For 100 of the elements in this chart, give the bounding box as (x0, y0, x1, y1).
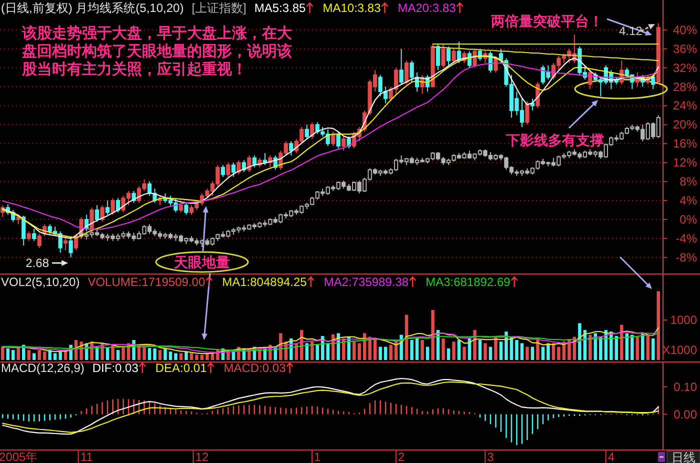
y-tick-label: 4% (680, 194, 698, 208)
bar (599, 336, 602, 360)
candlestick (178, 202, 184, 213)
candlestick (16, 214, 20, 225)
bar (457, 340, 461, 360)
bar (462, 346, 466, 360)
y-tick-label: -8% (676, 250, 698, 264)
bar (484, 343, 487, 360)
bar (184, 352, 188, 360)
bar (58, 352, 62, 360)
chart-title: VOL2(5,10,20) (1, 275, 80, 289)
bar (473, 330, 476, 360)
candlestick (231, 162, 236, 178)
chart-title: (日线,前复权) 月均线系统(5,10,20) (1, 1, 184, 15)
candlestick (394, 67, 398, 94)
y-tick-label: 12% (672, 156, 698, 170)
text: MA20:3.83 (398, 1, 456, 15)
bar (6, 348, 10, 360)
candlestick (110, 198, 115, 216)
candlestick (656, 22, 660, 85)
bar (478, 340, 482, 360)
candlestick (331, 131, 336, 147)
candlestick (252, 154, 257, 168)
bar (546, 343, 550, 360)
candlestick (441, 44, 446, 68)
chart-title: MACD(12,26,9) (1, 361, 84, 375)
y-axis-title: X1000 (662, 343, 698, 357)
candlestick (342, 136, 346, 152)
bar (368, 336, 372, 360)
x-tick-label: 2 (398, 450, 405, 463)
bar (179, 353, 183, 360)
text: MA2:735989.38 (324, 275, 409, 289)
candlestick (452, 48, 456, 64)
bar (446, 348, 450, 360)
y-tick-label: 0.00 (674, 407, 698, 422)
candlestick (105, 200, 110, 216)
candlestick (588, 70, 592, 90)
bar (389, 344, 392, 360)
annotation: 4.12 (619, 24, 643, 38)
bar (526, 346, 529, 360)
x-tick-label: 2005年 (0, 450, 38, 463)
candlestick (22, 215, 26, 246)
candlestick (226, 162, 230, 178)
bar (578, 323, 582, 360)
candlestick (94, 204, 100, 222)
candlestick (289, 140, 294, 156)
candlestick (436, 44, 440, 71)
text: 日线 (672, 450, 696, 463)
bar (195, 354, 198, 360)
bar (106, 348, 110, 360)
y-tick-label: 1000 (670, 313, 698, 327)
bar (488, 346, 492, 360)
candlestick (32, 228, 36, 242)
candlestick (68, 236, 73, 258)
bar (190, 353, 194, 360)
annotation: 2.68 (26, 256, 50, 270)
text: DIF:0.03 (92, 361, 139, 375)
x-tick-label: 4 (608, 450, 615, 463)
annotation: 两倍量突破平台！ (490, 13, 603, 29)
bar (168, 352, 172, 360)
candlestick (530, 98, 535, 111)
bar (316, 344, 320, 360)
bar (641, 333, 644, 360)
y-tick-label: 0.10 (674, 380, 698, 394)
candlestick (262, 152, 267, 166)
bar (358, 343, 361, 360)
candlestick (399, 48, 404, 85)
text: MA3:681892.69 (426, 275, 511, 289)
y-tick-label: 16% (672, 136, 698, 151)
bar (452, 342, 456, 360)
bar (116, 350, 120, 360)
x-tick-label: 1 (314, 450, 322, 463)
line-series (432, 46, 659, 62)
y-tick-label: 24% (672, 98, 698, 113)
bar (431, 310, 434, 360)
bar (536, 338, 540, 360)
candlestick (116, 198, 120, 213)
bar (38, 350, 41, 360)
bar (352, 342, 356, 360)
bar (499, 342, 503, 360)
candlestick (64, 236, 68, 251)
bar (32, 353, 36, 360)
bar (426, 346, 430, 360)
bar (142, 346, 146, 360)
candlestick (651, 74, 656, 90)
bar (164, 348, 167, 360)
bar (588, 334, 592, 360)
bar (652, 338, 655, 360)
y-tick-label: 20% (672, 118, 698, 132)
bar (122, 346, 125, 360)
bar (420, 340, 424, 360)
candlestick (456, 41, 462, 64)
annotation: 该股走势强于大盘，早于大盘上涨，在大盘回档时构筑了天眼地量的图形，说明该股当时有主力关照，应引起重视！ (21, 24, 293, 78)
y-tick-label: 40% (672, 22, 698, 37)
bar (568, 340, 571, 360)
annotation: 天眼地量 (173, 254, 230, 270)
text: [上证指数] (192, 1, 246, 15)
candlestick (525, 100, 530, 126)
text: MA5:3.85 (254, 1, 306, 15)
y-tick-label: 28% (672, 80, 698, 94)
